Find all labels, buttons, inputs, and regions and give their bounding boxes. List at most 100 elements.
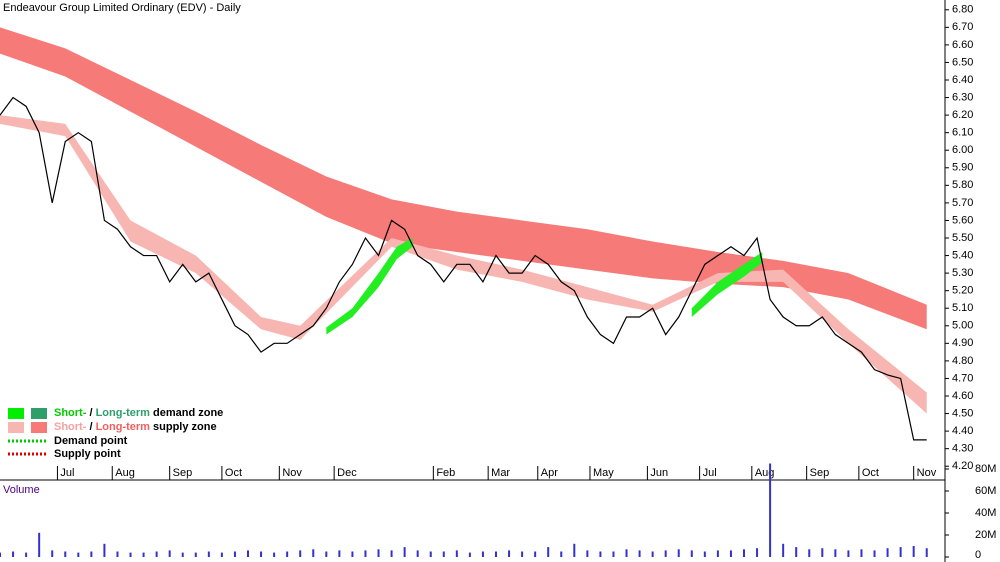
legend-sep: / xyxy=(86,407,95,419)
volume-bar xyxy=(207,551,210,557)
legend-label: Supply point xyxy=(54,448,121,460)
volume-bar xyxy=(834,549,837,557)
volume-bar xyxy=(25,552,28,557)
y-tick-label: 4.30 xyxy=(952,443,973,455)
volume-bar xyxy=(716,550,719,557)
y-tick-label: 5.20 xyxy=(952,285,973,297)
volume-bar xyxy=(573,543,576,557)
volume-bar xyxy=(103,543,106,557)
y-tick-label: 4.70 xyxy=(952,372,973,384)
volume-bar xyxy=(38,532,41,557)
y-tick-label: 6.80 xyxy=(952,4,973,16)
volume-bar xyxy=(769,463,772,557)
volume-bar xyxy=(77,552,80,557)
legend-rest: demand zone xyxy=(150,407,223,419)
y-tick-label: 5.00 xyxy=(952,320,973,332)
volume-bar xyxy=(455,550,458,557)
x-tick-label: Apr xyxy=(541,467,558,479)
y-tick-label: 6.20 xyxy=(952,109,973,121)
volume-bar xyxy=(260,551,263,557)
legend-label: Short- / Long-term demand zone xyxy=(54,407,223,419)
volume-bar xyxy=(808,549,811,557)
legend-swatch xyxy=(8,408,24,419)
y-tick-label: 5.30 xyxy=(952,267,973,279)
volume-bar xyxy=(181,552,184,557)
x-tick-label: May xyxy=(593,467,614,479)
volume-bar xyxy=(690,550,693,557)
volume-bar xyxy=(90,551,93,557)
y-tick-label: 6.60 xyxy=(952,39,973,51)
y-tick-label: 5.90 xyxy=(952,162,973,174)
x-tick-label: Sep xyxy=(810,467,830,479)
volume-title: Volume xyxy=(3,484,40,496)
x-tick-label: Dec xyxy=(337,467,357,479)
volume-bar xyxy=(638,550,641,557)
volume-bar xyxy=(364,550,367,557)
x-tick-label: Aug xyxy=(755,467,775,479)
y-tick-label: 5.60 xyxy=(952,214,973,226)
volume-bar xyxy=(481,551,484,557)
volume-bar xyxy=(351,551,354,557)
x-tick-label: Feb xyxy=(436,467,455,479)
y-tick-label: 20M xyxy=(975,529,996,541)
volume-bar xyxy=(821,548,824,557)
y-tick-label: 4.80 xyxy=(952,355,973,367)
x-tick-label: Oct xyxy=(225,467,242,479)
legend-swatch xyxy=(8,422,24,433)
legend-sep: / xyxy=(86,421,95,433)
x-tick-label: Nov xyxy=(917,467,937,479)
volume-bar xyxy=(508,550,511,557)
volume-bar xyxy=(233,551,236,557)
y-tick-label: 5.80 xyxy=(952,179,973,191)
volume-bar xyxy=(468,552,471,557)
volume-bar xyxy=(547,547,550,557)
volume-bar xyxy=(703,551,706,557)
legend-short: Short- xyxy=(54,407,87,419)
volume-bar xyxy=(651,551,654,557)
volume-bar xyxy=(390,550,393,557)
volume-bar xyxy=(142,552,145,557)
y-tick-label: 80M xyxy=(975,463,996,475)
volume-bar xyxy=(0,552,1,557)
chart-title: Endeavour Group Limited Ordinary (EDV) -… xyxy=(3,2,241,14)
y-tick-label: 6.10 xyxy=(952,127,973,139)
legend-long: Long-term xyxy=(96,407,151,419)
volume-bar xyxy=(847,550,850,557)
y-tick-label: 5.40 xyxy=(952,249,973,261)
volume-bar xyxy=(155,551,158,557)
y-tick-label: 5.10 xyxy=(952,302,973,314)
volume-bar xyxy=(273,552,276,557)
y-tick-label: 4.90 xyxy=(952,337,973,349)
volume-bar xyxy=(560,551,563,557)
volume-bar xyxy=(51,550,54,557)
zone-band xyxy=(326,238,413,335)
volume-bar xyxy=(534,551,537,557)
volume-bar xyxy=(377,549,380,557)
x-tick-label: Sep xyxy=(173,467,193,479)
volume-bar xyxy=(246,550,249,557)
volume-bar xyxy=(612,551,615,557)
volume-bar xyxy=(586,550,589,557)
x-tick-label: Aug xyxy=(115,467,135,479)
volume-bar xyxy=(782,543,785,557)
x-tick-label: Mar xyxy=(491,467,510,479)
volume-bar xyxy=(729,550,732,557)
volume-bar xyxy=(599,551,602,557)
volume-bar xyxy=(742,549,745,557)
volume-bar xyxy=(64,551,67,557)
y-tick-label: 5.70 xyxy=(952,197,973,209)
volume-bar xyxy=(168,550,171,557)
volume-bar xyxy=(860,549,863,557)
volume-bar xyxy=(873,550,876,557)
volume-bar xyxy=(677,549,680,557)
zone-band xyxy=(0,27,927,330)
volume-bar xyxy=(416,550,419,557)
legend-rest: supply zone xyxy=(150,421,217,433)
y-tick-label: 5.50 xyxy=(952,232,973,244)
y-tick-label: 4.40 xyxy=(952,425,973,437)
legend-label: Short- / Long-term supply zone xyxy=(54,421,217,433)
y-tick-label: 6.50 xyxy=(952,56,973,68)
volume-bar xyxy=(494,551,497,557)
x-tick-label: Jul xyxy=(60,467,74,479)
